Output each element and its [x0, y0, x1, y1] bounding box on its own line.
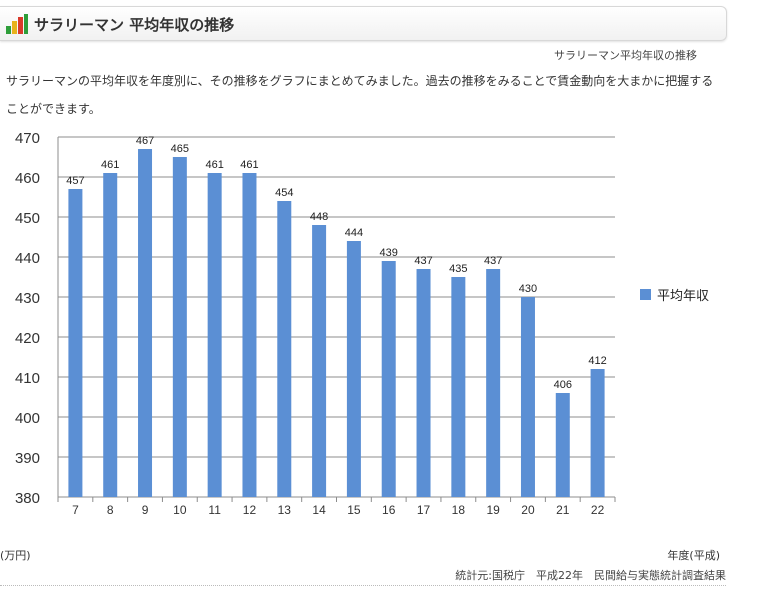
x-tick-label: 10 [173, 503, 187, 517]
page-header: サラリーマン 平均年収の推移 [0, 6, 727, 41]
x-tick-label: 22 [591, 503, 605, 517]
legend-label: 平均年収 [657, 288, 709, 303]
bar [555, 393, 570, 497]
data-label: 439 [380, 247, 398, 259]
bar [520, 297, 535, 497]
x-tick-label: 7 [72, 503, 79, 517]
x-tick-label: 8 [107, 503, 114, 517]
data-label: 437 [414, 255, 432, 267]
data-label: 461 [240, 159, 258, 171]
x-tick-label: 16 [382, 503, 396, 517]
x-tick-label: 15 [347, 503, 361, 517]
data-label: 465 [171, 143, 189, 155]
y-tick-label: 430 [15, 290, 40, 307]
data-label: 406 [554, 379, 572, 391]
bar [381, 261, 396, 497]
data-label: 448 [310, 211, 328, 223]
page-title: サラリーマン 平均年収の推移 [34, 16, 235, 34]
y-tick-label: 440 [15, 250, 40, 267]
x-tick-label: 17 [417, 503, 431, 517]
y-tick-label: 400 [15, 410, 40, 427]
y-tick-label: 460 [15, 170, 40, 187]
bar [138, 149, 153, 497]
data-label: 461 [205, 159, 223, 171]
bar [172, 157, 187, 497]
data-label: 457 [66, 175, 84, 187]
bar [312, 225, 327, 497]
bar [416, 269, 431, 497]
bar-chart: 380 390 400 410 420 430 440 450 460 470 457 7 461 8 46… [15, 130, 709, 517]
data-label: 461 [101, 159, 119, 171]
x-tick-label: 9 [142, 503, 149, 517]
y-tick-label: 420 [15, 330, 40, 347]
data-label: 454 [275, 187, 293, 199]
description-text: サラリーマンの平均年収を年度別に、その推移をグラフにまとめてみました。過去の推移… [6, 74, 714, 116]
x-tick-label: 13 [278, 503, 292, 517]
data-label: 435 [449, 263, 467, 275]
x-tick-label: 14 [312, 503, 326, 517]
data-label: 467 [136, 135, 154, 147]
bar [68, 189, 83, 497]
data-label: 412 [588, 355, 606, 367]
x-tick-label: 11 [208, 503, 221, 517]
bar [486, 269, 501, 497]
y-tick-label: 470 [15, 130, 40, 147]
bar [346, 241, 361, 497]
y-tick-label: 390 [15, 450, 40, 467]
y-tick-label: 450 [15, 210, 40, 227]
x-tick-label: 21 [556, 503, 570, 517]
x-axis-unit-label: 年度(平成) [667, 549, 720, 562]
source-note: 統計元:国税庁 平成22年 民間給与実態統計調査結果 [455, 569, 726, 582]
bottom-divider [0, 585, 726, 586]
x-tick-label: 20 [521, 503, 535, 517]
y-tick-label: 380 [15, 490, 40, 507]
data-label: 444 [345, 227, 363, 239]
legend-swatch [640, 289, 651, 300]
bar [451, 277, 466, 497]
bar-chart-icon [6, 14, 28, 34]
x-tick-label: 19 [486, 503, 500, 517]
bar [242, 173, 257, 497]
x-tick-label: 18 [452, 503, 466, 517]
bar [207, 173, 222, 497]
data-label: 437 [484, 255, 502, 267]
bar [103, 173, 118, 497]
data-label: 430 [519, 283, 537, 295]
bar [590, 369, 605, 497]
bar [277, 201, 292, 497]
y-tick-label: 410 [15, 370, 40, 387]
y-axis-unit-label: (万円) [0, 549, 31, 562]
chart-caption: サラリーマン平均年収の推移 [554, 49, 697, 62]
x-tick-label: 12 [243, 503, 257, 517]
